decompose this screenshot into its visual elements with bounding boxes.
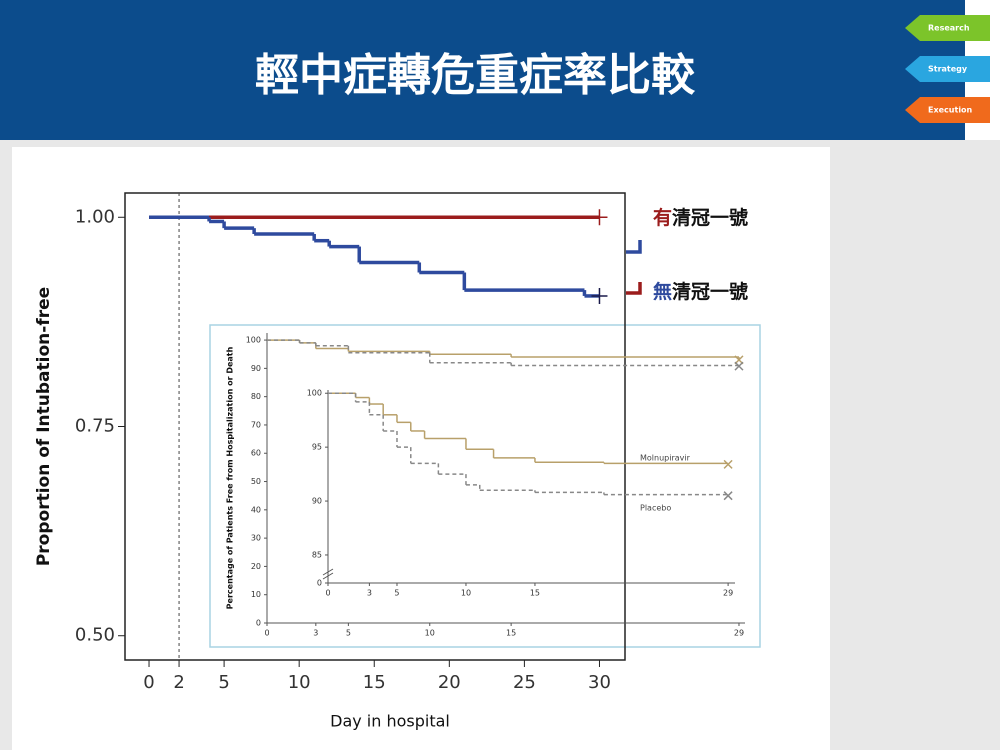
x-tick-label: 10 (425, 629, 435, 638)
y-tick-label: 90 (312, 497, 322, 506)
x-tick-label: 2 (173, 672, 184, 693)
y-tick-label: 0 (256, 619, 261, 628)
x-tick-label: 20 (438, 672, 461, 693)
x-tick-label: 25 (513, 672, 536, 693)
nav-badge (905, 15, 990, 41)
x-tick-label: 15 (363, 672, 386, 693)
y-tick-label: 95 (312, 443, 322, 452)
series-label: Molnupiravir (640, 454, 691, 463)
legend-swatch (626, 240, 642, 254)
header-band (0, 0, 965, 140)
y-tick-label: 70 (251, 420, 261, 429)
x-tick-label: 0 (264, 629, 269, 638)
y-tick-label: 30 (251, 534, 261, 543)
y-axis-label: Proportion of Intubation-free (34, 287, 54, 566)
x-tick-label: 3 (367, 589, 372, 598)
x-tick-label: 10 (288, 672, 311, 693)
y-tick-label: 100 (246, 336, 261, 345)
inset-frame (209, 324, 761, 648)
y-tick-label: 80 (251, 392, 261, 401)
x-tick-label: 30 (588, 672, 611, 693)
nav-badges: Research Strategy Execution (905, 15, 990, 123)
series-label: Placebo (640, 504, 671, 513)
y-tick-label: 0.75 (75, 416, 115, 437)
censor-mark (723, 491, 733, 501)
y-tick-label: 10 (251, 590, 261, 599)
nav-badge (905, 56, 990, 82)
slide-title: 輕中症轉危重症率比較 (255, 50, 696, 101)
y-axis-label: Percentage of Patients Free from Hospita… (226, 346, 235, 609)
x-tick-label: 15 (530, 589, 540, 598)
nav-label: Strategy (928, 65, 968, 74)
x-tick-label: 29 (723, 589, 733, 598)
x-tick-label: 3 (313, 629, 318, 638)
x-tick-label: 5 (218, 672, 229, 693)
censor-mark (591, 209, 608, 226)
x-axis-label: Day in hospital (330, 712, 450, 731)
x-tick-label: 10 (461, 589, 471, 598)
legend-label: 無清冠一號 (653, 280, 748, 303)
censor-mark (591, 287, 608, 304)
nav-label: Execution (928, 106, 973, 115)
y-tick-label: 0 (317, 579, 322, 588)
y-tick-label: 40 (251, 505, 261, 514)
nav-badge (905, 97, 990, 123)
y-tick-label: 1.00 (75, 206, 115, 227)
censor-mark (723, 459, 733, 469)
x-tick-label: 0 (143, 672, 154, 693)
y-tick-label: 100 (307, 389, 322, 398)
y-tick-label: 60 (251, 449, 261, 458)
x-tick-label: 15 (506, 629, 516, 638)
y-tick-label: 90 (251, 364, 261, 373)
axis-break (322, 568, 334, 580)
nav-label: Research (928, 24, 970, 33)
x-tick-label: 29 (734, 629, 744, 638)
legend-swatch (626, 282, 642, 295)
x-tick-label: 5 (346, 629, 351, 638)
censor-mark (734, 361, 744, 371)
y-tick-label: 50 (251, 477, 261, 486)
y-tick-label: 20 (251, 562, 261, 571)
y-tick-label: 85 (312, 550, 322, 559)
legend-label: 有清冠一號 (653, 206, 748, 229)
x-tick-label: 0 (325, 589, 330, 598)
x-tick-label: 5 (394, 589, 399, 598)
y-tick-label: 0.50 (75, 625, 115, 646)
